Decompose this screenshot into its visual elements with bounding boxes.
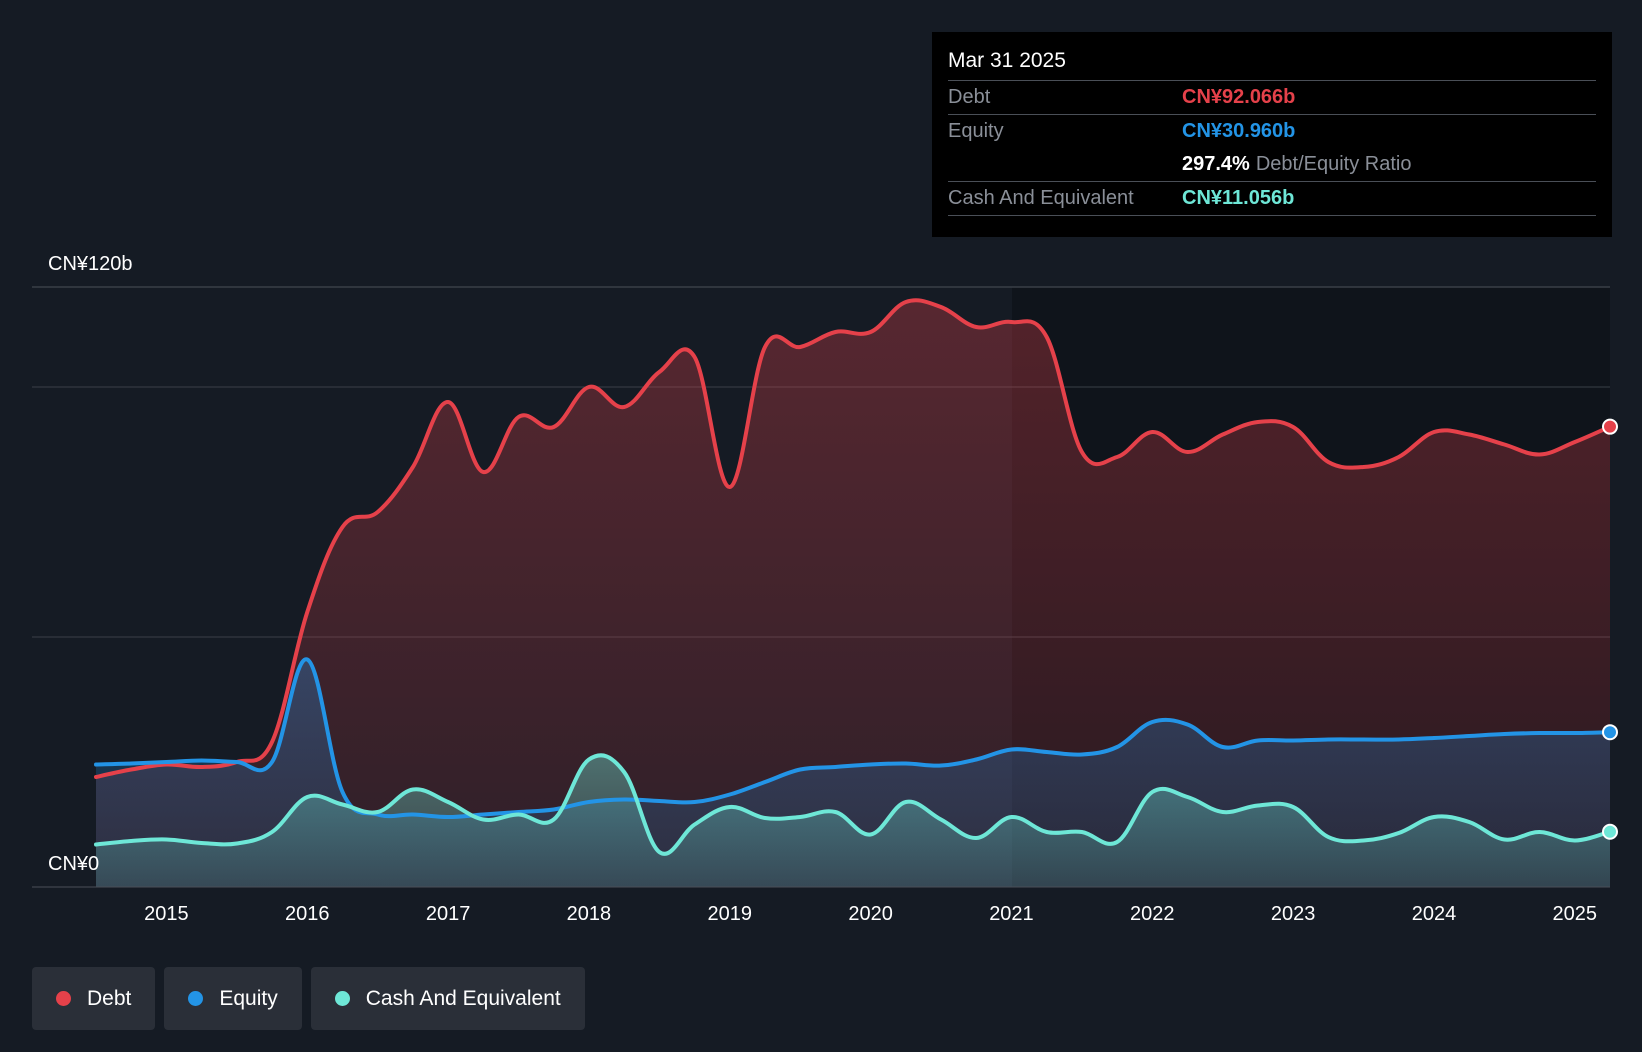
- legend-debt-label: Debt: [87, 986, 132, 1010]
- x-tick-label-2022: 2022: [1130, 903, 1175, 925]
- equity-dot-icon: [188, 991, 204, 1006]
- x-axis-ticks: 2015 2016 2017 2018 2019 2020 2021 2022 2023 2024…: [144, 903, 1597, 925]
- series-lines: [94, 298, 1612, 856]
- cash-endpoint: [1602, 823, 1618, 840]
- x-tick-label-2019: 2019: [708, 903, 753, 925]
- tooltip-equity-label: Equity: [948, 120, 1004, 142]
- cash-line: [94, 753, 1612, 856]
- x-tick-label-2020: 2020: [848, 903, 893, 925]
- tooltip-ratio: 297.4% Debt/Equity Ratio: [1182, 148, 1411, 181]
- tooltip-row-debt: Debt CN¥92.066b: [948, 81, 1596, 115]
- x-tick-label-2021: 2021: [989, 903, 1034, 925]
- x-tick-label-2023: 2023: [1271, 903, 1316, 925]
- tooltip-cash-value: CN¥11.056b: [1182, 187, 1295, 209]
- x-tick-label-2025: 2025: [1553, 903, 1598, 925]
- series-endpoints: [1602, 418, 1618, 840]
- tooltip-ratio-value: 297.4%: [1182, 153, 1250, 175]
- tooltip-ratio-spacer: [948, 148, 1182, 181]
- cash-area: [96, 755, 1610, 887]
- y-axis-top-label: CN¥120b: [48, 253, 133, 275]
- tooltip-row-equity: Equity CN¥30.960b: [948, 115, 1596, 148]
- series-areas: [96, 300, 1610, 887]
- equity-line: [94, 657, 1612, 819]
- legend-cash-label: Cash And Equivalent: [365, 986, 561, 1010]
- tooltip-panel: Mar 31 2025 Debt CN¥92.066b Equity CN¥30…: [932, 32, 1612, 237]
- tooltip-debt-label: Debt: [948, 86, 991, 108]
- tooltip-row-cash: Cash And Equivalent CN¥11.056b: [948, 182, 1596, 216]
- tooltip-debt-value: CN¥92.066b: [1182, 86, 1296, 108]
- x-tick-label-2015: 2015: [144, 903, 189, 925]
- chart-legend: Debt Equity Cash And Equivalent: [32, 967, 585, 1030]
- cash-dot-icon: [334, 991, 350, 1006]
- tooltip-cash-label: Cash And Equivalent: [948, 187, 1134, 209]
- x-tick-label-2017: 2017: [426, 903, 471, 925]
- legend-item-equity[interactable]: Equity: [164, 967, 302, 1030]
- equity-endpoint: [1602, 724, 1618, 741]
- tooltip-date: Mar 31 2025: [948, 46, 1596, 81]
- legend-item-cash[interactable]: Cash And Equivalent: [310, 967, 585, 1030]
- debt-area: [96, 300, 1610, 887]
- legend-item-debt[interactable]: Debt: [32, 967, 156, 1030]
- debt-endpoint: [1602, 418, 1618, 435]
- x-tick-label-2024: 2024: [1412, 903, 1457, 925]
- legend-equity-label: Equity: [219, 986, 278, 1010]
- x-tick-label-2018: 2018: [567, 903, 612, 925]
- tooltip-ratio-label: Debt/Equity Ratio: [1255, 153, 1412, 175]
- y-axis-bottom-label: CN¥0: [48, 853, 99, 875]
- tooltip-row-ratio: 297.4% Debt/Equity Ratio: [948, 148, 1596, 182]
- tooltip-equity-value: CN¥30.960b: [1182, 120, 1296, 142]
- debt-dot-icon: [56, 991, 71, 1006]
- x-tick-label-2016: 2016: [285, 903, 330, 925]
- debt-line: [94, 298, 1612, 779]
